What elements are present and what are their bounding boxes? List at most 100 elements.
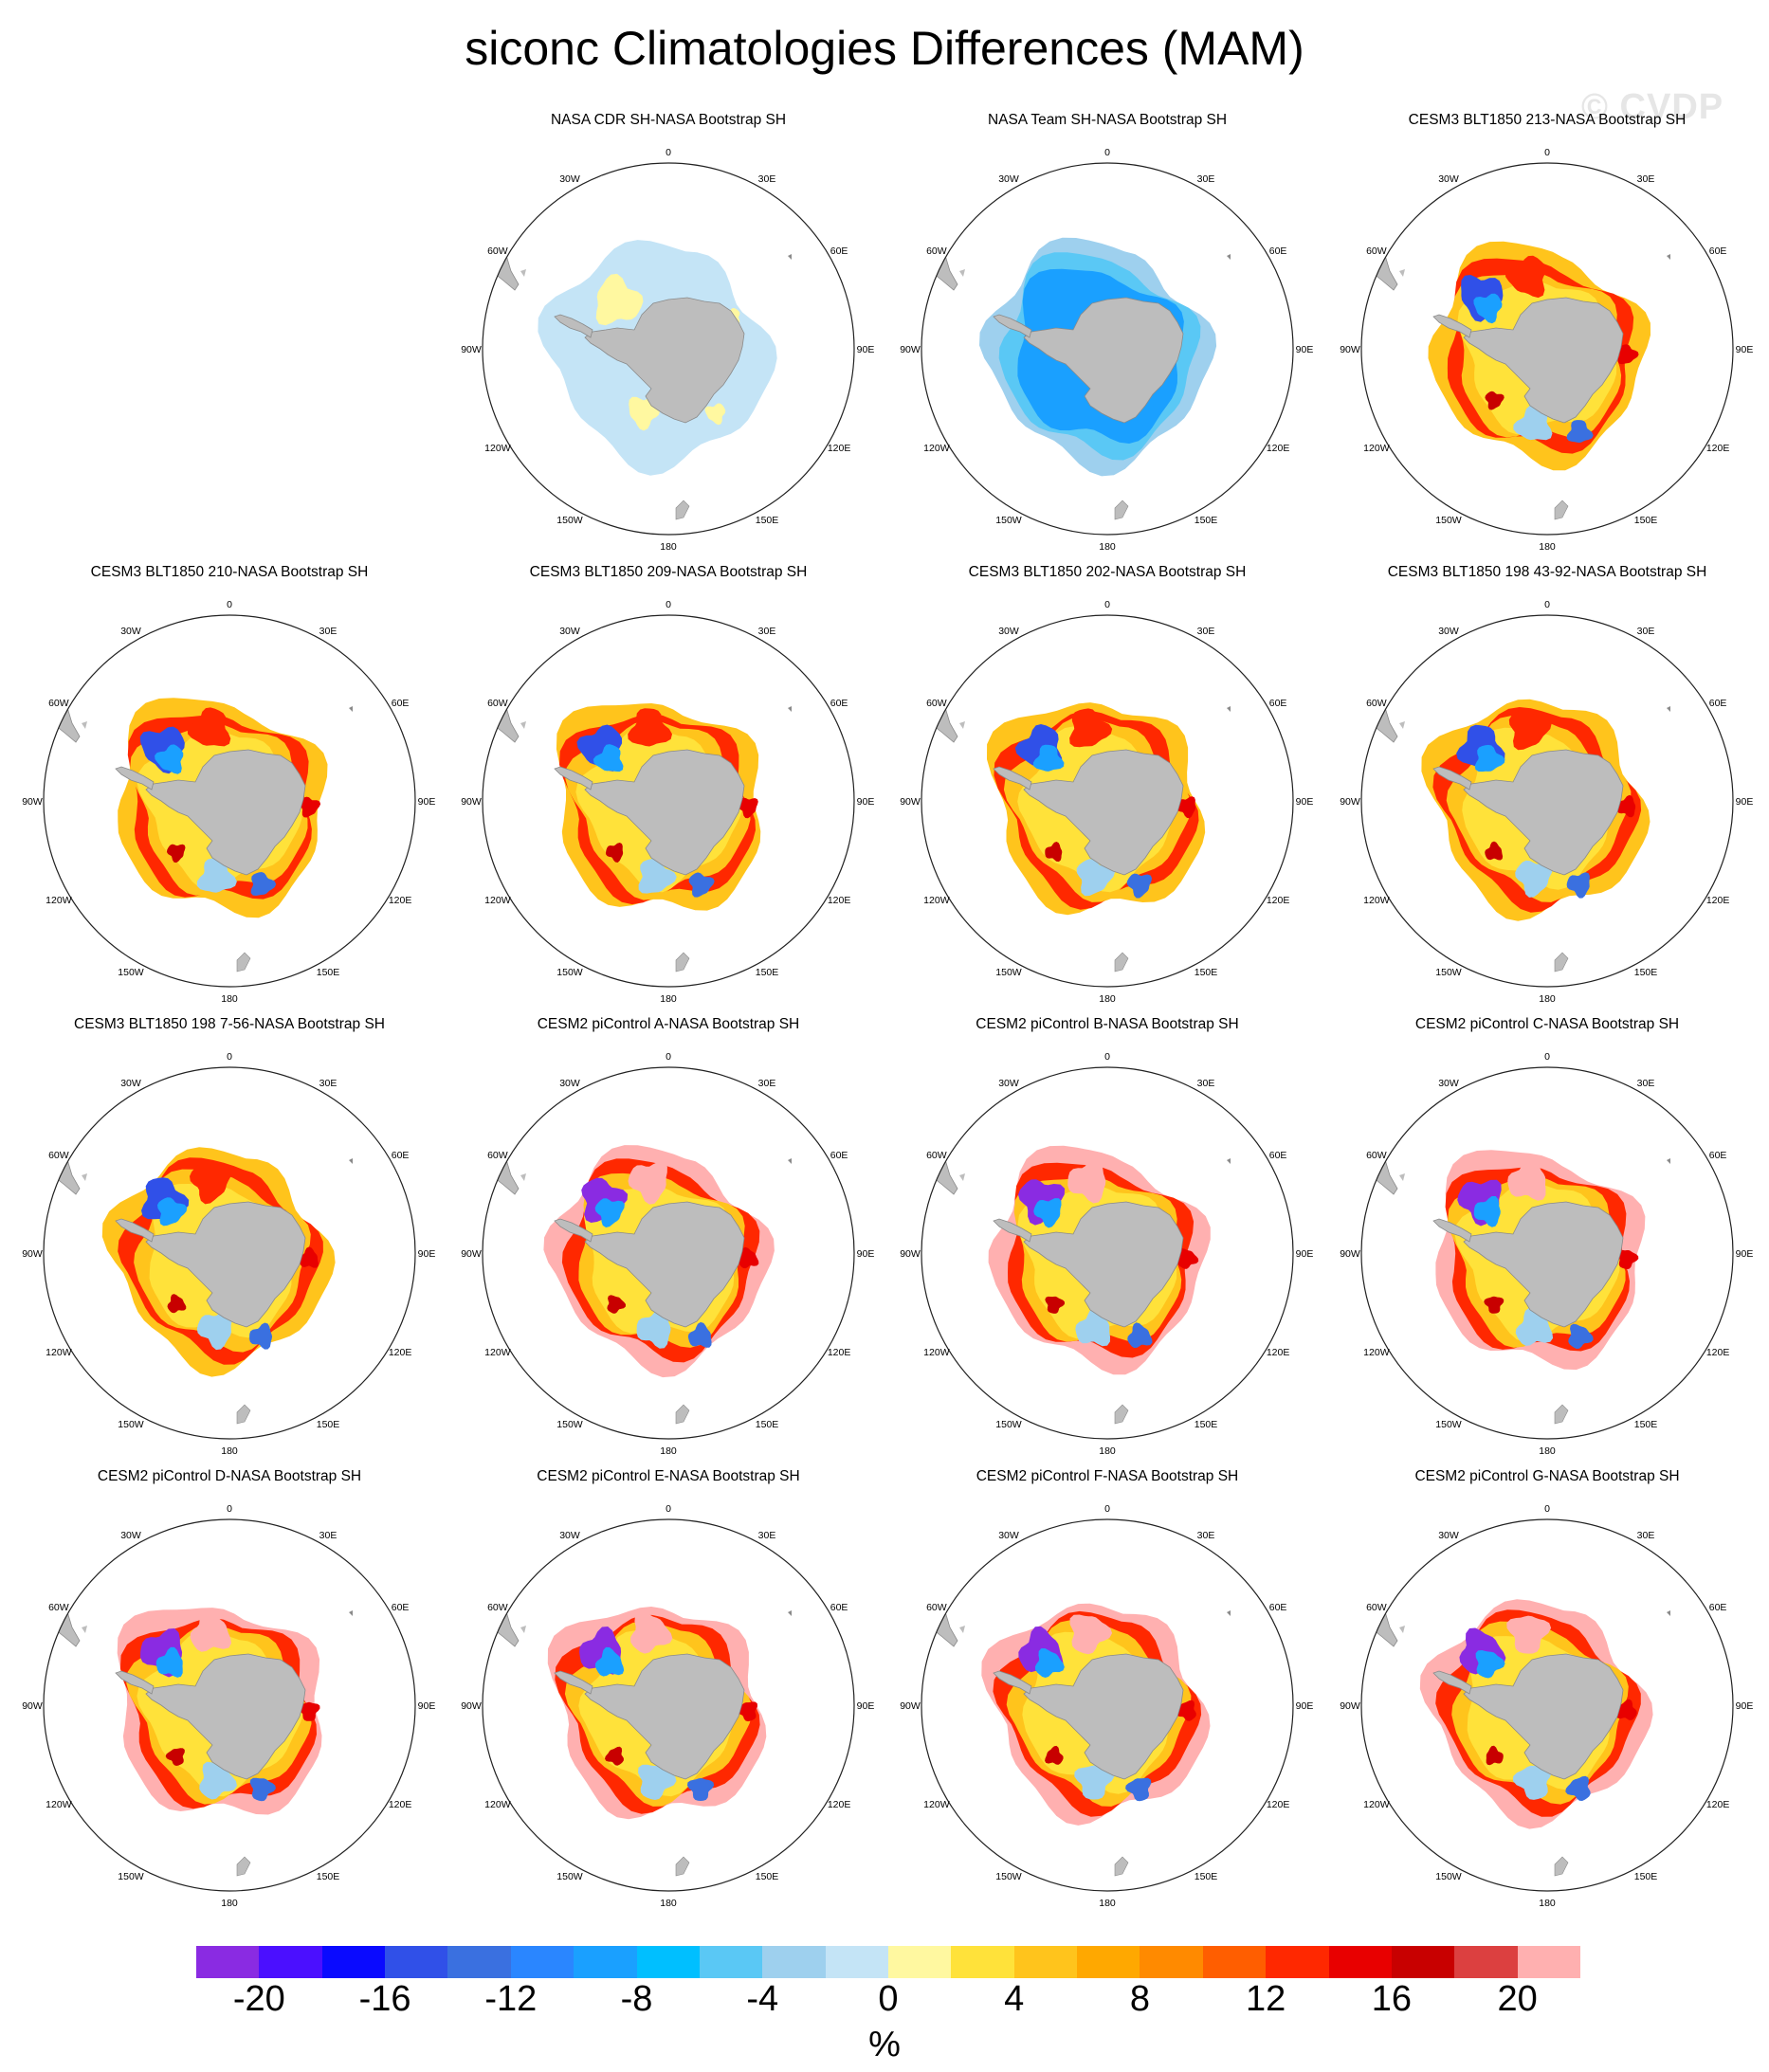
colorbar-box (888, 1946, 952, 1978)
longitude-label: 30E (1637, 173, 1655, 185)
longitude-label: 150E (756, 1871, 779, 1882)
longitude-label: 60E (1269, 1602, 1287, 1613)
colorbar-box (574, 1946, 638, 1978)
colorbar-box (196, 1946, 260, 1978)
colorbar-box (762, 1946, 827, 1978)
longitude-label: 60W (926, 698, 947, 709)
longitude-label: 0 (1544, 1503, 1550, 1515)
longitude-label: 90W (900, 1700, 921, 1712)
longitude-label: 60W (487, 1602, 508, 1613)
longitude-label: 30W (559, 626, 580, 637)
longitude-label: 30W (998, 1530, 1019, 1541)
longitude-label: 60E (1709, 245, 1727, 257)
colorbar-box (699, 1946, 763, 1978)
panel-title: CESM3 BLT1850 198 43-92-NASA Bootstrap S… (1387, 564, 1707, 580)
watermark: © CVDP (1581, 87, 1724, 127)
longitude-label: 120E (828, 1799, 851, 1810)
map-panel: CESM2 piControl C-NASA Bootstrap SH 0 30E 6… (1327, 1016, 1767, 1467)
antarctica (1023, 297, 1184, 424)
longitude-label: 120E (1706, 443, 1730, 454)
antarctica (145, 1653, 306, 1780)
colorbar-tick-label: 8 (1129, 1979, 1151, 2019)
longitude-label: 30E (1197, 1530, 1215, 1541)
longitude-label: 30W (120, 1530, 141, 1541)
panel-title: CESM3 BLT1850 198 7-56-NASA Bootstrap SH (74, 1016, 385, 1032)
longitude-label: 30W (120, 1078, 141, 1089)
longitude-label: 150W (995, 1871, 1022, 1882)
longitude-label: 180 (1099, 993, 1116, 1005)
map-frame (482, 1066, 855, 1440)
panel-title: CESM2 piControl C-NASA Bootstrap SH (1414, 1016, 1680, 1032)
longitude-label: 150W (118, 1871, 144, 1882)
longitude-label: 90E (1736, 1700, 1754, 1712)
longitude-label: 90W (22, 796, 43, 808)
panel-title: CESM2 piControl F-NASA Bootstrap SH (976, 1468, 1239, 1484)
longitude-label: 150E (1195, 1419, 1218, 1430)
longitude-label: 30W (998, 1078, 1019, 1089)
longitude-label: 0 (227, 599, 232, 610)
longitude-label: 0 (1544, 1051, 1550, 1063)
longitude-label: 0 (227, 1051, 232, 1063)
longitude-label: 180 (1099, 1445, 1116, 1457)
colorbar-box (385, 1946, 448, 1978)
polar-map: 0 30E 60E 90E 120E 150E 180 150W 120W 90W 60W 30W (1340, 147, 1753, 553)
longitude-label: 60E (830, 1602, 848, 1613)
longitude-label: 30W (559, 1078, 580, 1089)
longitude-label: 150W (995, 967, 1022, 978)
longitude-label: 120E (1267, 1347, 1290, 1358)
longitude-label: 90W (1340, 796, 1360, 808)
colorbar-box (1391, 1946, 1455, 1978)
colorbar-box (1454, 1946, 1519, 1978)
polar-map: 0 30E 60E 90E 120E 150E 180 150W 120W 90W 60W 30W (900, 1051, 1313, 1457)
longitude-label: 60W (1366, 1150, 1387, 1161)
longitude-label: 30E (1637, 1530, 1655, 1541)
longitude-label: 90W (1340, 1248, 1360, 1260)
longitude-label: 90E (418, 1700, 436, 1712)
longitude-label: 30W (559, 1530, 580, 1541)
longitude-label: 120E (1706, 1347, 1730, 1358)
longitude-label: 0 (1544, 599, 1550, 610)
longitude-label: 60W (48, 1150, 69, 1161)
longitude-label: 30E (758, 626, 776, 637)
longitude-label: 180 (1539, 1445, 1556, 1457)
longitude-label: 60E (1269, 1150, 1287, 1161)
colorbar-box (1266, 1946, 1330, 1978)
longitude-label: 120W (1363, 895, 1390, 906)
map-frame (1360, 162, 1734, 536)
map-panel: CESM3 BLT1850 202-NASA Bootstrap SH 0 30E 6… (887, 564, 1327, 1015)
longitude-label: 120W (1363, 443, 1390, 454)
map-frame (921, 614, 1294, 988)
longitude-label: 60E (830, 245, 848, 257)
colorbar-tick-label: -8 (620, 1979, 653, 2019)
colorbar-tick-label: 16 (1371, 1979, 1413, 2019)
longitude-label: 150E (1634, 515, 1658, 526)
colorbar-box (510, 1946, 574, 1978)
longitude-label: 120E (389, 1799, 412, 1810)
longitude-label: 30E (758, 173, 776, 185)
panel-title: NASA CDR SH-NASA Bootstrap SH (550, 112, 787, 128)
longitude-label: 0 (1104, 599, 1110, 610)
colorbar-tick-label: -4 (746, 1979, 779, 2019)
polar-map: 0 30E 60E 90E 120E 150E 180 150W 120W 90W 60W 30W (22, 599, 435, 1005)
longitude-label: 60E (1269, 245, 1287, 257)
longitude-label: 120W (1363, 1799, 1390, 1810)
longitude-label: 60E (830, 698, 848, 709)
longitude-label: 90E (1736, 796, 1754, 808)
polar-map: 0 30E 60E 90E 120E 150E 180 150W 120W 90W 60W 30W (461, 599, 874, 1005)
longitude-label: 180 (1539, 1898, 1556, 1909)
longitude-label: 150E (756, 967, 779, 978)
longitude-label: 120W (923, 1799, 950, 1810)
longitude-label: 60W (1366, 1602, 1387, 1613)
map-panel: CESM3 BLT1850 209-NASA Bootstrap SH 0 30E 6… (448, 564, 888, 1015)
longitude-label: 30E (758, 1530, 776, 1541)
antarctica (1463, 749, 1624, 876)
longitude-label: 60E (392, 1150, 410, 1161)
longitude-label: 90W (900, 1248, 921, 1260)
antarctica (1023, 1201, 1184, 1328)
longitude-label: 120W (46, 895, 72, 906)
longitude-label: 120E (389, 1347, 412, 1358)
longitude-label: 90E (1296, 1700, 1314, 1712)
longitude-label: 90W (22, 1248, 43, 1260)
map-panel: CESM2 piControl A-NASA Bootstrap SH 0 30E 6… (448, 1016, 888, 1467)
